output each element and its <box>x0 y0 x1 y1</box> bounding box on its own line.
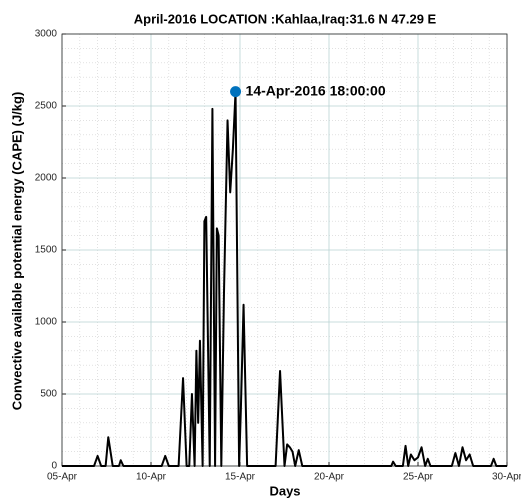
x-axis-label: Days <box>269 483 300 498</box>
x-tick-label: 15-Apr <box>225 472 256 483</box>
y-tick-label: 0 <box>51 461 57 472</box>
x-tick-label: 30-Apr <box>492 472 521 483</box>
y-tick-label: 3000 <box>35 29 58 40</box>
y-tick-label: 2500 <box>35 101 58 112</box>
x-tick-label: 25-Apr <box>403 472 434 483</box>
annotation-marker <box>230 86 242 98</box>
chart-title: April-2016 LOCATION :Kahlaa,Iraq:31.6 N … <box>134 11 437 26</box>
annotation-label: 14-Apr-2016 18:00:00 <box>246 82 386 98</box>
x-tick-label: 10-Apr <box>136 472 167 483</box>
data-line <box>62 90 507 467</box>
x-tick-label: 05-Apr <box>47 472 78 483</box>
y-tick-label: 1000 <box>35 317 58 328</box>
x-tick-label: 20-Apr <box>314 472 345 483</box>
y-tick-label: 1500 <box>35 245 58 256</box>
y-tick-label: 500 <box>40 389 57 400</box>
y-axis-label: Convective available potential energy (C… <box>9 92 24 411</box>
y-tick-label: 2000 <box>35 173 58 184</box>
